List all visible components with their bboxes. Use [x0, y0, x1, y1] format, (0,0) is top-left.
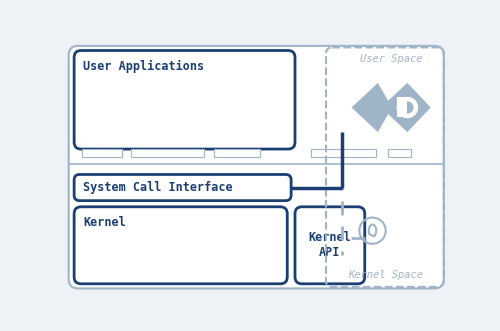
- FancyBboxPatch shape: [74, 51, 295, 149]
- Bar: [214, 149, 260, 157]
- FancyBboxPatch shape: [295, 207, 365, 284]
- FancyBboxPatch shape: [68, 46, 444, 288]
- Text: User Applications: User Applications: [84, 60, 204, 73]
- Text: Kernel
API: Kernel API: [308, 231, 351, 259]
- Polygon shape: [398, 97, 407, 118]
- Bar: [388, 149, 411, 157]
- Text: User Space: User Space: [360, 54, 423, 64]
- Bar: [82, 149, 122, 157]
- Text: Kernel: Kernel: [84, 216, 126, 229]
- Circle shape: [398, 97, 417, 118]
- Polygon shape: [352, 83, 392, 132]
- Bar: [310, 149, 376, 157]
- FancyBboxPatch shape: [74, 207, 287, 284]
- Text: Kernel Space: Kernel Space: [348, 270, 423, 280]
- FancyBboxPatch shape: [74, 174, 291, 201]
- Circle shape: [402, 102, 413, 113]
- Polygon shape: [381, 83, 430, 132]
- Text: System Call Interface: System Call Interface: [84, 181, 233, 194]
- Bar: [130, 149, 204, 157]
